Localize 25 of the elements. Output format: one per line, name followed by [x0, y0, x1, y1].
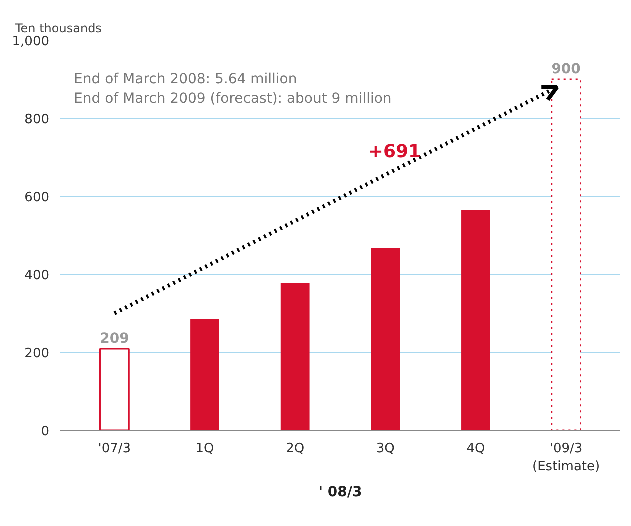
bar: [371, 248, 400, 430]
x-tick-label: 1Q: [196, 442, 214, 456]
y-tick-label: 1,000: [12, 34, 50, 50]
annotation: End of March 2008: 5.64 million: [74, 71, 298, 88]
x-tick-label: 2Q: [286, 442, 305, 456]
bar: [462, 210, 490, 430]
annotation: End of March 2009 (forecast): about 9 million: [74, 90, 392, 107]
x-tick-label: 4Q: [466, 442, 486, 456]
bar: [280, 283, 310, 430]
y-tick-label: 200: [24, 346, 50, 362]
y-tick-label: 0: [41, 424, 50, 440]
bar: [551, 78, 582, 430]
x-tick-label: '09/3 (Estimate): [532, 442, 600, 474]
data-label: 209: [100, 330, 130, 347]
data-label: 900: [552, 62, 582, 78]
annotation: +691: [368, 142, 422, 162]
y-tick-label: 600: [24, 190, 50, 206]
x-tick-label: '07/3: [98, 442, 132, 456]
bar: [190, 318, 220, 430]
bar: [99, 348, 130, 430]
text: ' 08/3: [318, 484, 362, 500]
y-axis-title: Ten thousands: [14, 22, 102, 36]
y-tick-label: 400: [24, 268, 50, 284]
y-tick-label: 800: [24, 112, 50, 128]
x-tick-label: 3Q: [376, 442, 395, 456]
